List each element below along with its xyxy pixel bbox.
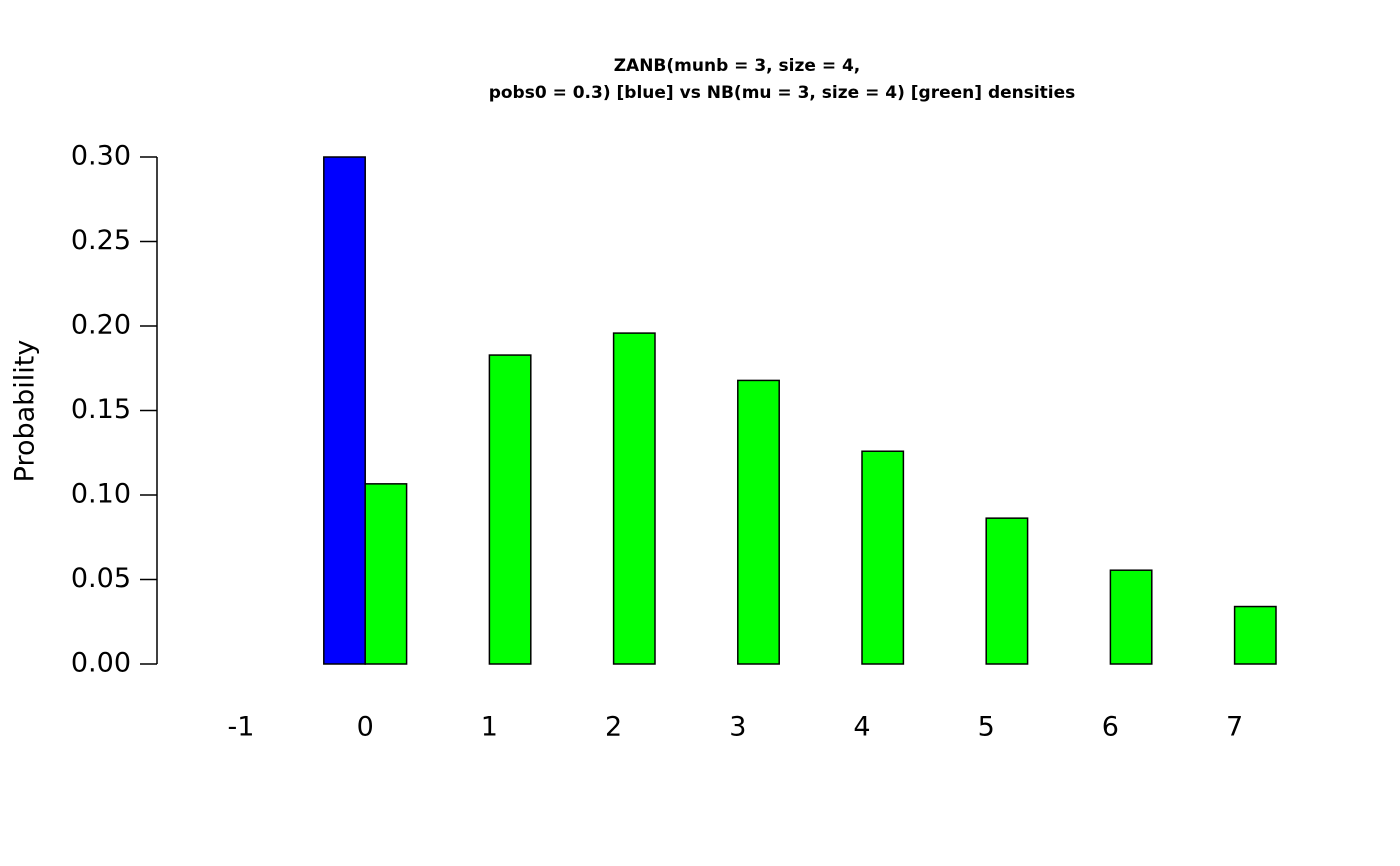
bar — [364, 483, 408, 665]
bar — [1233, 605, 1277, 665]
x-tick-label: 1 — [481, 712, 498, 743]
y-tick-label: 0.25 — [71, 225, 131, 256]
chart-title: ZANB(munb = 3, size = 4, — [614, 56, 861, 76]
x-tick-label: 2 — [605, 712, 622, 743]
y-tick-label: 0.15 — [71, 394, 131, 425]
bar — [737, 379, 780, 665]
x-tick-label: 5 — [978, 712, 995, 743]
y-tick-label: 0.10 — [71, 479, 131, 510]
bar — [488, 354, 532, 665]
x-tick-label: 4 — [853, 712, 870, 743]
bar — [985, 517, 1029, 665]
x-tick-label: 7 — [1226, 712, 1243, 743]
y-tick-label: 0.00 — [71, 648, 131, 679]
x-tick-label: -1 — [228, 712, 255, 743]
bar — [1109, 569, 1153, 665]
bar — [861, 450, 905, 665]
bar — [612, 332, 656, 665]
x-tick-label: 0 — [357, 712, 374, 743]
chart-title: pobs0 = 0.3) [blue] vs NB(mu = 3, size =… — [489, 83, 1076, 103]
x-tick-label: 6 — [1102, 712, 1119, 743]
y-tick-label: 0.05 — [71, 563, 131, 594]
bar — [323, 156, 366, 665]
y-tick-label: 0.20 — [71, 310, 131, 341]
y-tick-label: 0.30 — [71, 141, 131, 172]
x-tick-label: 3 — [729, 712, 746, 743]
y-axis-label: Probability — [10, 340, 41, 483]
